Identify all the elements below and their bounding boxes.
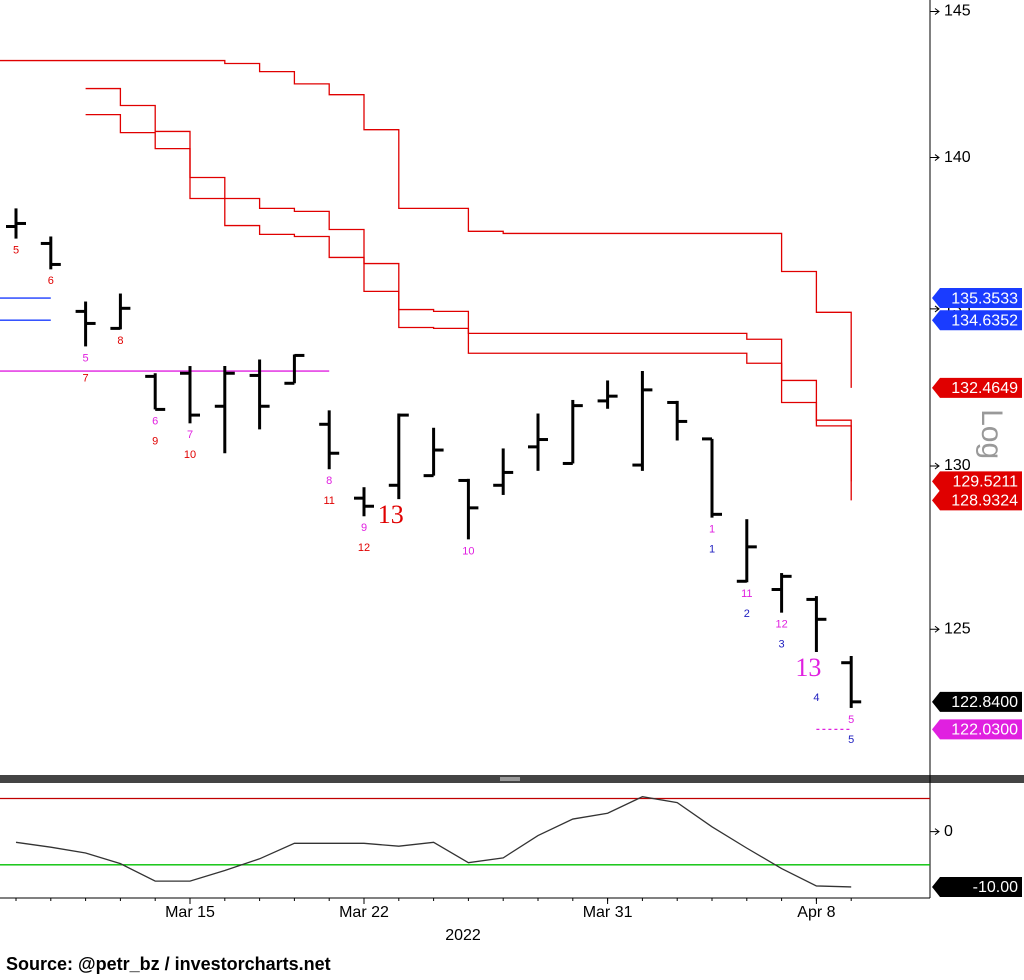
price-tag-label: 134.6352 [951,312,1018,329]
count-label: 1 [709,543,715,555]
oscillator-line [15,796,852,888]
count-label: 3 [779,639,785,651]
count-label: 12 [358,542,370,554]
count-label: 6 [48,275,54,287]
step-line [85,113,852,501]
count-label: 9 [152,435,158,447]
source: Source: @petr_bz / investorcharts.net [6,954,331,974]
y-tick-label: 125 [944,621,971,638]
separator-handle [500,777,520,781]
count-label: 8 [326,475,332,487]
x-tick-label: Mar 22 [339,904,389,921]
price-tag [932,377,1022,398]
count-label: 11 [323,495,334,507]
x-tick-label: Apr 8 [797,904,835,921]
price-tag [932,310,1022,331]
count-label: 9 [361,522,367,534]
price-tag-label: 122.8400 [951,694,1018,711]
y-tick [930,625,940,633]
count-label: 10 [184,449,196,461]
y-tick [930,305,940,313]
count-label: 5 [848,714,854,726]
price-tag [932,288,1022,309]
y-tick [930,154,940,161]
y-tick-label: 130 [944,457,971,474]
count-label: 7 [187,429,193,441]
price-tag [932,719,1022,740]
count-label: 8 [117,335,123,347]
y-tick-label: 140 [944,149,971,166]
count-label: 2 [744,608,750,620]
count-label: 1 [709,523,715,535]
price-tag [932,691,1022,712]
price-tag-label: 122.0300 [951,722,1018,739]
count-label: 5 [13,245,19,257]
y-tick-label: 145 [944,3,971,20]
step-line [0,59,852,388]
price-tag [932,471,1022,492]
price-tag-label: -10.00 [973,879,1018,896]
price-tag-label: 135.3533 [951,290,1018,307]
count-label: 7 [83,372,89,384]
count-label: 5 [848,734,854,746]
price-tag-label: 132.4649 [951,380,1018,397]
count-label: 6 [152,415,158,427]
count-label: 4 [813,692,819,704]
y-tick [930,8,940,15]
count-label: 13 [795,653,821,682]
x-tick-label: Mar 31 [583,904,633,921]
count-label: 10 [462,545,474,557]
step-line [85,87,852,482]
price-tag [932,876,1022,897]
count-label: 12 [775,619,787,631]
scale-label: Log [975,409,1008,459]
x-year-label: 2022 [445,927,481,944]
price-tag-label: 129.5211 [952,474,1018,491]
price-tag [932,490,1022,511]
y-tick-label: 0 [944,823,953,840]
y-tick [930,462,940,470]
x-tick-label: Mar 15 [165,904,215,921]
count-label: 5 [83,352,89,364]
price-tag-label: 128.9324 [951,493,1018,510]
y-tick [930,828,940,836]
count-label: 13 [378,500,404,529]
count-label: 11 [741,588,752,600]
